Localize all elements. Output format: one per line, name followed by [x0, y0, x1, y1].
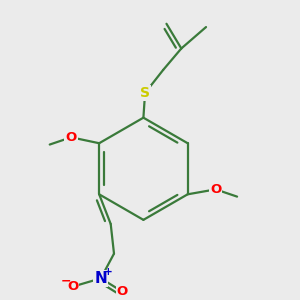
Text: N: N: [94, 271, 107, 286]
Text: O: O: [67, 280, 78, 293]
Text: O: O: [65, 131, 77, 144]
Text: +: +: [104, 267, 112, 278]
Text: O: O: [117, 285, 128, 298]
Text: −: −: [60, 274, 71, 287]
Text: O: O: [210, 183, 221, 196]
Text: S: S: [140, 86, 150, 100]
